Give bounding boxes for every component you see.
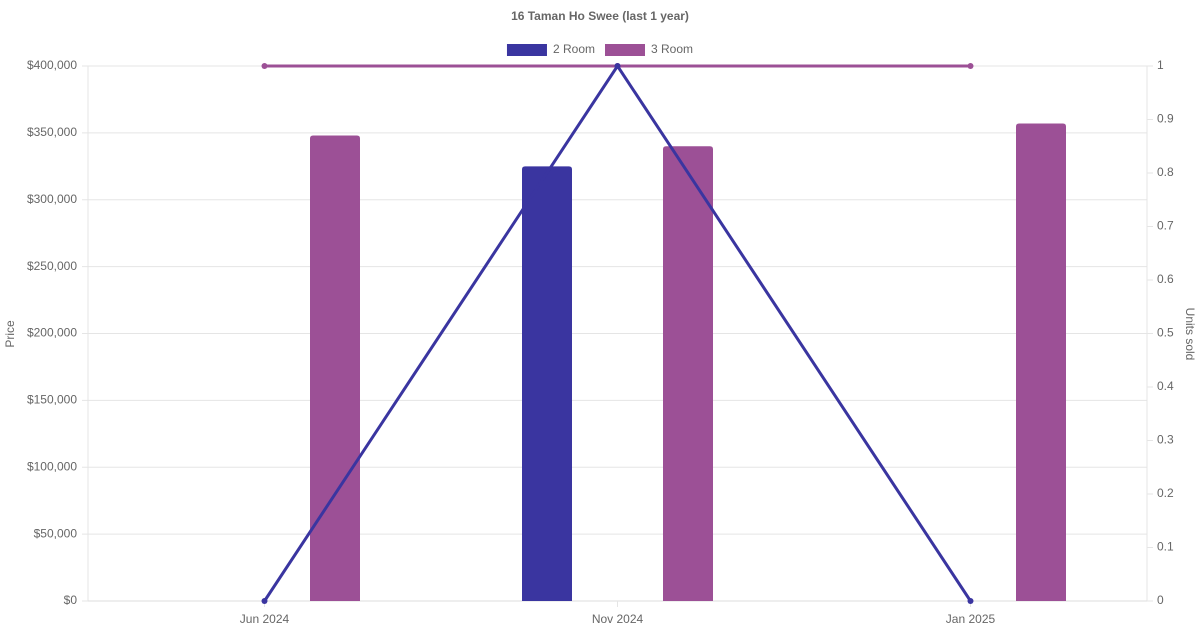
y-tick-label: $250,000 <box>27 259 77 273</box>
bar <box>1016 123 1066 601</box>
y2-tick-label: 1 <box>1157 58 1164 72</box>
y-tick-label: $300,000 <box>27 192 77 206</box>
y2-axis-label: Units sold <box>1183 308 1197 361</box>
units-point <box>261 598 268 604</box>
x-tick-label: Jan 2025 <box>946 612 996 626</box>
y-tick-label: $100,000 <box>27 459 77 473</box>
y-tick-label: $350,000 <box>27 125 77 139</box>
y2-tick-label: 0.5 <box>1157 326 1174 340</box>
x-tick-label: Jun 2024 <box>240 612 290 626</box>
y-axis-label: Price <box>3 320 17 348</box>
bar <box>663 146 713 601</box>
y2-tick-label: 0.7 <box>1157 219 1174 233</box>
units-point <box>967 598 974 604</box>
y2-tick-label: 0.6 <box>1157 272 1174 286</box>
y2-tick-label: 0.4 <box>1157 379 1174 393</box>
y2-tick-label: 0 <box>1157 593 1164 607</box>
units-point <box>614 63 621 69</box>
y-tick-label: $0 <box>64 593 78 607</box>
legend-label: 2 Room <box>553 42 595 56</box>
y-tick-label: $150,000 <box>27 393 77 407</box>
y2-tick-label: 0.3 <box>1157 433 1174 447</box>
units-point <box>967 63 974 69</box>
y2-tick-label: 0.9 <box>1157 112 1174 126</box>
x-tick-label: Nov 2024 <box>592 612 644 626</box>
bar <box>522 166 572 601</box>
chart-title: 16 Taman Ho Swee (last 1 year) <box>511 9 689 23</box>
y2-tick-label: 0.8 <box>1157 165 1174 179</box>
y-tick-label: $50,000 <box>34 526 78 540</box>
legend-swatch <box>506 44 547 56</box>
legend-swatch <box>605 44 645 56</box>
units-point <box>261 63 268 69</box>
y-tick-label: $400,000 <box>27 58 77 72</box>
y-tick-label: $200,000 <box>27 326 77 340</box>
bar <box>310 135 360 602</box>
y2-tick-label: 0.2 <box>1157 486 1174 500</box>
legend-label: 3 Room <box>651 42 693 56</box>
y2-tick-label: 0.1 <box>1157 540 1174 554</box>
